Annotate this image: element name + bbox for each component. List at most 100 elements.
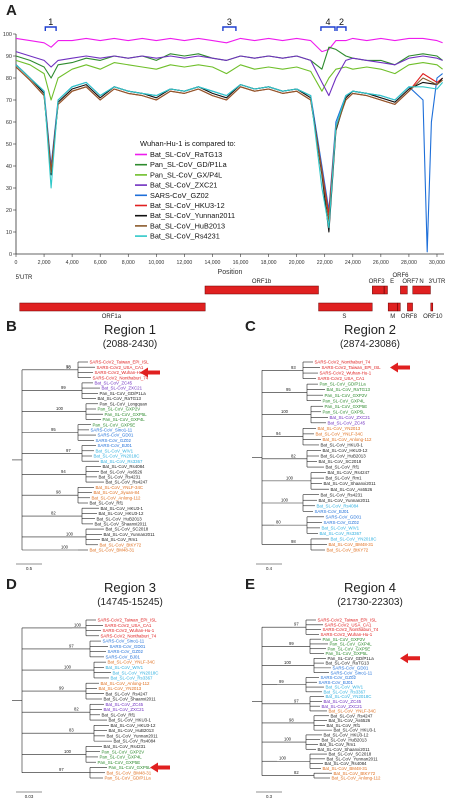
taxon-label: Bat_SL-CoV_Rs4231 bbox=[321, 492, 364, 497]
taxon-label: Pan_SL-CoV_GXP2V bbox=[98, 407, 141, 412]
taxon-label: Pan_SL-CoV_GD/P1La bbox=[328, 656, 375, 661]
taxon-label: Bat_SL-CoV_HuB2013 bbox=[97, 516, 143, 521]
taxon-label: Bat_SL-CoV_YNLF-34C bbox=[316, 431, 364, 436]
taxon-label: Bat_SL-CoV_Anlong-112 bbox=[323, 437, 373, 442]
taxon-label: Bat_SL-CoV_Yunnan2011 bbox=[107, 733, 159, 738]
x-tick-label: 14,000 bbox=[205, 260, 221, 266]
taxon-label: Bat_SL-CoV_WIV1 bbox=[326, 685, 364, 690]
region-label: 3 bbox=[227, 17, 232, 27]
taxon-label: Bat_SL-CoV_Yunnan2011 bbox=[319, 498, 371, 503]
x-tick-label: 16,000 bbox=[233, 260, 249, 266]
x-tick-label: 28,000 bbox=[401, 260, 417, 266]
region-1-title: Region 1 bbox=[103, 322, 157, 337]
region-bracket bbox=[336, 26, 347, 31]
series-line bbox=[15, 66, 443, 222]
taxon-label: Pan_SL-CoV_GXP5E bbox=[325, 404, 368, 409]
y-tick-label: 60 bbox=[6, 120, 12, 126]
taxon-label: Bat_SL-CoV_BM48-31 bbox=[329, 542, 374, 547]
legend-entry: Bat_SL-CoV_RaTG13 bbox=[150, 150, 222, 159]
taxon-label: Bat_SL-CoV_Rs4084 bbox=[114, 739, 157, 744]
scale-bar-label: 0.5 bbox=[26, 566, 33, 571]
taxon-label: SARS-CoV_GZ02 bbox=[108, 649, 144, 654]
taxon-label: SARS-CoV2_Nonthaburi_74 bbox=[93, 375, 149, 380]
x-tick-label: 24,000 bbox=[345, 260, 361, 266]
gene-label: M bbox=[390, 314, 395, 320]
taxon-label: SARS-CoV_GD01 bbox=[333, 665, 369, 670]
series-line bbox=[15, 64, 444, 229]
taxon-label: Bat_SL-CoV_SC2018 bbox=[319, 459, 362, 464]
taxon-label: Bat_SL-CoV_Rf1 bbox=[90, 501, 124, 506]
panel-e-letter: E bbox=[245, 576, 256, 593]
x-tick-label: 6,000 bbox=[94, 260, 107, 266]
legend-entry: Bat_SL-CoV_ZXC21 bbox=[150, 181, 217, 190]
taxon-label: SARS-CoV_Sino1-11 bbox=[331, 670, 373, 675]
taxon-label: Pan_SL-CoV_GXP5L bbox=[109, 765, 152, 770]
taxon-label: Pan_SL-CoV_GXP4L bbox=[323, 398, 366, 403]
tree-region-4: SARS-CoV2_Taiwan_EPI_ISLSARS-CoV2_USA_CA… bbox=[252, 618, 420, 799]
support-value: 100 bbox=[56, 406, 64, 411]
x-tick-label: 30,000 bbox=[429, 260, 445, 266]
support-value: 82 bbox=[74, 707, 79, 712]
support-value: 98 bbox=[291, 539, 296, 544]
taxon-label: Bat_SL-CoV_HKU3-1 bbox=[101, 506, 144, 511]
taxon-label: Bat_SL-CoV_Rs4247 bbox=[328, 470, 371, 475]
taxon-label: Bat_SL-CoV_HuB2013 bbox=[322, 737, 368, 742]
support-value: 95 bbox=[286, 387, 291, 392]
taxon-label: Bat_SL-CoV_Rs4231 bbox=[99, 474, 142, 479]
gene-block bbox=[397, 302, 401, 312]
taxon-label: Bat_SL-CoV_Anlong-112 bbox=[92, 495, 142, 500]
panel-a-letter: A bbox=[6, 2, 17, 19]
legend-title: Wuhan-Hu-1 is compared to: bbox=[140, 139, 236, 148]
taxon-label: Bat_SL-CoV_Yunnan2011 bbox=[104, 532, 156, 537]
gene-label: ORF3 bbox=[369, 279, 386, 285]
taxon-label: Bat_SL-CoV_ZXC21 bbox=[330, 415, 371, 420]
legend-entry: Bat_SL-CoV_Rs4231 bbox=[150, 232, 220, 241]
region-bracket bbox=[44, 26, 57, 31]
taxon-label: SARS-CoV2_Taiwan_EPI_ISL bbox=[322, 365, 382, 370]
region-bracket bbox=[320, 26, 336, 31]
gene-label: ORF7 bbox=[402, 279, 419, 285]
gene-block bbox=[318, 302, 373, 312]
taxon-label: Bat_SL-CoV_Rm1 bbox=[102, 537, 139, 542]
taxon-label: Bat_SL-CoV_YN2018C bbox=[326, 694, 372, 699]
taxon-label: Bat_SL-CoV_Anlong-112 bbox=[101, 681, 151, 686]
gene-label: E bbox=[390, 279, 394, 285]
taxon-label: Bat_SL-CoV_Rs4247 bbox=[106, 480, 149, 485]
plot-axes: 0 2,000 4,000 6,000 8,000 10,000 12,000 14,000 1… bbox=[3, 32, 445, 276]
taxon-label: SARS-CoV_BJ01 bbox=[319, 680, 354, 685]
support-value: 95 bbox=[51, 427, 56, 432]
taxon-label: Pan_SL-CoV_GD/P1La bbox=[320, 382, 367, 387]
gene-block bbox=[384, 285, 388, 295]
taxon-label: SARS-CoV2_Nonthaburi_74 bbox=[315, 360, 371, 365]
y-tick-label: 100 bbox=[3, 32, 12, 38]
taxon-label: SARS-CoV2_Wuhan-Hu-1 bbox=[103, 628, 155, 633]
taxon-label: SARS-CoV_Sino1-11 bbox=[103, 639, 145, 644]
taxon-label: Pan_SL-CoV_GXP5L bbox=[105, 412, 148, 417]
support-value: 99 bbox=[289, 641, 294, 646]
taxon-label: SARS-CoV_BJ01 bbox=[98, 443, 133, 448]
gene-block bbox=[407, 302, 413, 312]
taxon-label: Bat_SL-CoV_SC2018 bbox=[329, 752, 372, 757]
taxon-label: Pan_SL-CoV_GXP4L bbox=[100, 755, 143, 760]
taxon-label: Pan_SL-CoV_GXP5L bbox=[323, 409, 366, 414]
y-tick-label: 20 bbox=[6, 208, 12, 214]
x-tick-label: 10,000 bbox=[148, 260, 164, 266]
taxon-label: Bat_SL-CoV_YN2013 bbox=[318, 426, 361, 431]
taxon-label: Bat_SL-CoV_HuB2013 bbox=[109, 728, 155, 733]
x-axis-label: Position bbox=[218, 269, 243, 276]
support-value: 100 bbox=[61, 545, 69, 550]
taxon-label: SARS-CoV_GD01 bbox=[110, 644, 146, 649]
taxon-label: Bat_SL-CoV_HKU3-1 bbox=[109, 718, 152, 723]
support-value: 100 bbox=[64, 749, 72, 754]
taxon-label: Bat_SL-CoV_HKU3-12 bbox=[323, 448, 368, 453]
panel-c-letter: C bbox=[245, 318, 256, 335]
taxon-label: Pan_SL-CoV_GXP2V bbox=[323, 637, 366, 642]
gene-label: ORF1a bbox=[102, 314, 122, 320]
taxon-label: SARS-CoV2_Wuhan-Hu-1 bbox=[321, 632, 373, 637]
series-line bbox=[15, 51, 443, 97]
support-value: 82 bbox=[291, 453, 296, 458]
legend-entry: Bat_SL-CoV_HKU3-12 bbox=[150, 201, 225, 210]
taxon-label: Pan_SL-CoV_GXP5E bbox=[98, 760, 141, 765]
y-tick-label: 80 bbox=[6, 76, 12, 82]
taxon-label: Bat_SL-CoV_HKU3-12 bbox=[99, 511, 144, 516]
